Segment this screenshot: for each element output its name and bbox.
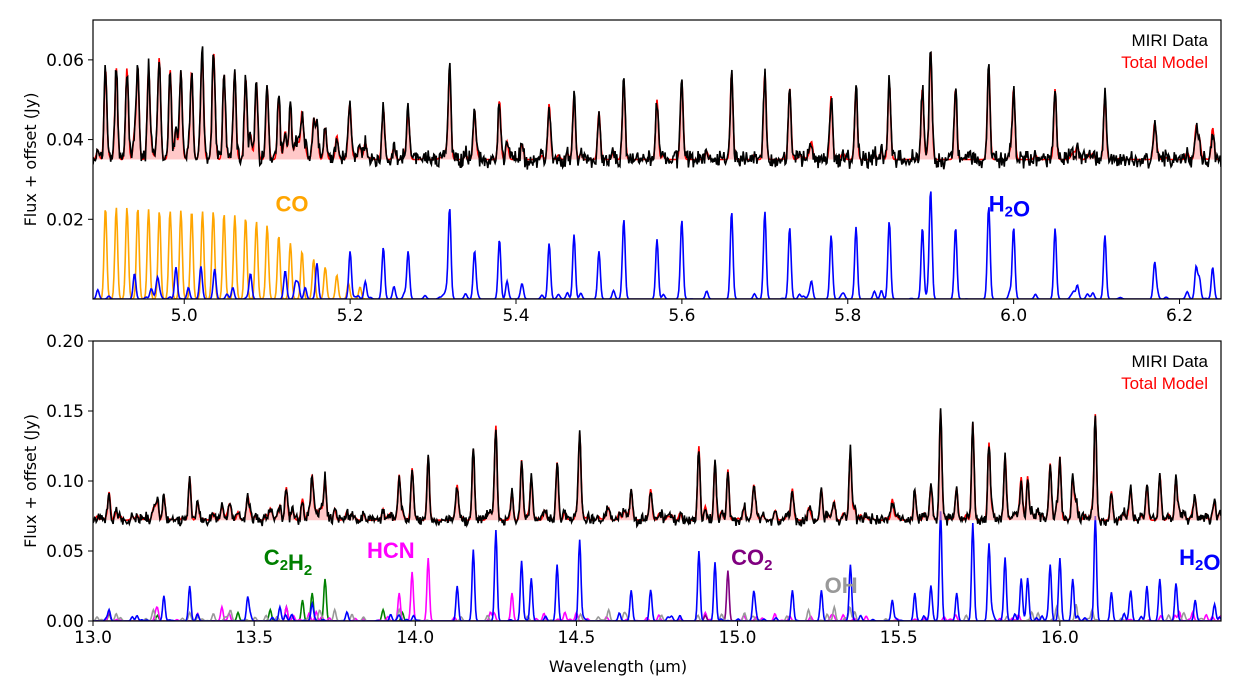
x-tick-label: 13.0	[74, 628, 112, 648]
y-tick-label: 0.02	[46, 210, 84, 230]
y-tick-label: 0.04	[46, 131, 84, 151]
bottom-panel: 13.0 13.5 14.0 14.5 15.0 15.5 16.0 0.00 0.05 0.10…	[21, 332, 1222, 648]
top-panel: 5.0 5.2 5.4 5.6 5.8 6.0 6.2 0.02 0.04 0.06 Flux + …	[21, 19, 1222, 326]
species-label-h2o: H2O	[989, 191, 1030, 221]
y-axis-label: Flux + offset (Jy)	[21, 414, 40, 548]
x-tick-label: 5.2	[337, 306, 364, 326]
x-tick-label: 5.4	[502, 306, 529, 326]
legend-entry: Total Model	[1121, 374, 1208, 393]
y-tick-label: 0.20	[46, 332, 84, 352]
legend-entry: MIRI Data	[1131, 31, 1208, 50]
species-label-co2: CO2	[731, 545, 772, 574]
x-tick-label: 5.8	[834, 306, 861, 326]
legend-entry: Total Model	[1121, 53, 1208, 72]
y-tick-label: 0.00	[46, 612, 84, 632]
series-miri-data-line	[93, 46, 1221, 171]
species-label-oh: OH	[825, 573, 858, 598]
y-axis-label: Flux + offset (Jy)	[21, 93, 40, 227]
y-tick-label: 0.06	[46, 51, 84, 71]
series-miri-data-line	[93, 408, 1221, 529]
y-tick-label: 0.15	[46, 402, 84, 422]
x-tick-label: 16.0	[1041, 628, 1079, 648]
x-tick-label: 5.6	[668, 306, 695, 326]
x-tick-label: 13.5	[235, 628, 273, 648]
x-tick-label: 14.5	[557, 628, 595, 648]
species-label-hcn: HCN	[367, 538, 415, 563]
legend-entry: MIRI Data	[1131, 352, 1208, 371]
series-hcn-line	[93, 557, 1221, 621]
x-tick-label: 6.2	[1166, 306, 1193, 326]
x-tick-label: 5.0	[171, 306, 198, 326]
species-label-c2h2: C2H2	[264, 545, 312, 579]
x-tick-label: 14.0	[396, 628, 434, 648]
x-tick-label: 15.0	[719, 628, 757, 648]
series-co-line	[93, 207, 1221, 299]
species-label-h2o: H2O	[1179, 545, 1220, 575]
y-tick-label: 0.05	[46, 542, 84, 562]
axes-frame	[92, 19, 1222, 300]
x-tick-label: 15.5	[880, 628, 918, 648]
y-tick-label: 0.10	[46, 472, 84, 492]
species-label-co: CO	[275, 191, 308, 216]
x-tick-label: 6.0	[1000, 306, 1027, 326]
x-axis-label: Wavelength (μm)	[549, 657, 687, 676]
